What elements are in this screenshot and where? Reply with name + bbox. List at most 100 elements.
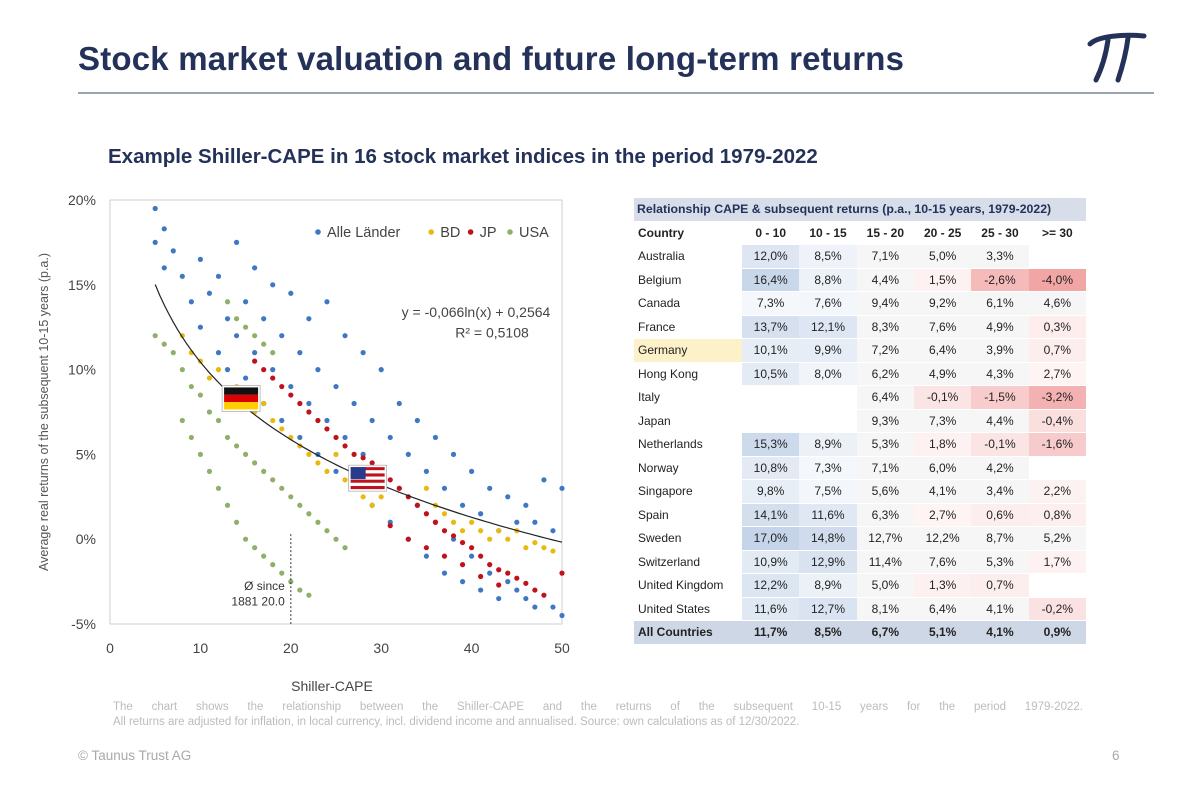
y-tick-label: 5% — [76, 446, 96, 462]
data-point — [224, 502, 231, 508]
table-cell: 7,1% — [856, 456, 914, 480]
table-cell: 6,3% — [856, 503, 914, 527]
table-cell: 6,4% — [913, 597, 972, 621]
data-point — [233, 316, 240, 322]
table-row: France 13,7% 12,1% 8,3% 7,6% 4,9% 0,3% — [634, 315, 1086, 339]
table-header-cell: >= 30 — [1028, 221, 1086, 245]
data-point — [478, 528, 484, 534]
legend-label-0: Alle Länder — [327, 225, 401, 241]
data-point — [288, 290, 294, 296]
data-point — [423, 511, 429, 517]
table-cell: 12,9% — [799, 550, 857, 574]
table-cell: 9,4% — [856, 291, 914, 316]
table-cell: 17,0% — [742, 526, 800, 551]
data-point — [233, 519, 240, 525]
table-cell: 0,7% — [971, 573, 1029, 598]
table-cell — [799, 385, 857, 410]
data-point — [279, 485, 285, 491]
data-point — [333, 536, 339, 542]
data-point — [423, 553, 429, 559]
table-cell: 0,3% — [1028, 315, 1086, 339]
table-cell: 1,3% — [913, 573, 972, 598]
table-cell: 11,7% — [742, 620, 800, 645]
data-point — [423, 485, 429, 491]
table-cell: -3,2% — [1028, 385, 1086, 410]
table-cell: 3,4% — [971, 479, 1029, 504]
data-point — [279, 333, 285, 339]
data-point — [261, 553, 267, 559]
data-point — [243, 451, 249, 457]
data-point — [523, 580, 529, 586]
legend-label-2: JP — [480, 225, 497, 241]
table-cell: -0,2% — [1028, 597, 1086, 621]
country-cell: Switzerland — [634, 550, 742, 574]
data-point — [206, 468, 213, 474]
table-cell: 11,6% — [742, 597, 800, 621]
data-point — [505, 570, 511, 576]
footnote-line-2: All returns are adjusted for inflation, … — [113, 716, 800, 728]
series-3 — [152, 299, 348, 598]
data-point — [215, 273, 222, 279]
data-point — [387, 477, 393, 483]
data-point — [478, 573, 484, 580]
table-cell: 5,3% — [856, 432, 914, 457]
table-row: Singapore 9,8% 7,5% 5,6% 4,1% 3,4% 2,2% — [634, 479, 1086, 504]
data-point — [487, 536, 493, 542]
data-point — [487, 570, 493, 576]
table-header-row: Country 0 - 10 10 - 15 15 - 20 20 - 25 25 - 3… — [634, 221, 1086, 245]
data-point — [324, 426, 330, 432]
table-cell: 1,5% — [913, 268, 972, 292]
table-header-cell: 0 - 10 — [742, 221, 800, 245]
table-cell: 8,5% — [799, 244, 857, 269]
data-point — [197, 256, 203, 262]
table-row: Netherlands 15,3% 8,9% 5,3% 1,8% -0,1% -1,6% — [634, 432, 1086, 457]
cape-returns-table: Relationship CAPE & subsequent returns (… — [634, 198, 1086, 645]
table-header-cell: 25 - 30 — [971, 221, 1029, 245]
table-cell: 0,8% — [1028, 503, 1086, 527]
data-point — [360, 455, 366, 461]
table-cell: 4,1% — [971, 597, 1029, 621]
table-cell: 4,3% — [971, 362, 1029, 386]
flag-stripe — [350, 476, 385, 480]
page-number: 6 — [1112, 748, 1120, 763]
table-row: Italy 6,4% -0,1% -1,5% -3,2% — [634, 385, 1086, 410]
table-cell: 1,8% — [913, 432, 972, 457]
average-annotation-line1: Ø since — [244, 579, 285, 593]
data-point — [333, 468, 339, 474]
data-point — [224, 434, 231, 441]
data-point — [505, 536, 511, 542]
legend-marker-3 — [507, 229, 513, 235]
data-point — [423, 468, 429, 474]
table-cell: 9,2% — [913, 291, 972, 316]
data-point — [478, 587, 484, 593]
country-cell: France — [634, 315, 742, 339]
table-cell — [1028, 244, 1086, 269]
table-cell — [742, 409, 800, 433]
data-point — [351, 400, 357, 407]
table-cell: 8,8% — [799, 268, 857, 292]
data-point — [161, 265, 167, 271]
data-point — [469, 519, 475, 525]
table-cell: 11,4% — [856, 550, 914, 574]
flag-canton — [350, 467, 366, 480]
data-point — [215, 367, 222, 373]
data-point — [288, 494, 294, 500]
data-point — [261, 367, 267, 373]
data-point — [550, 604, 556, 610]
table-row: Switzerland 10,9% 12,9% 11,4% 7,6% 5,3% 1,7% — [634, 550, 1086, 574]
data-point — [441, 570, 448, 576]
data-point — [315, 519, 321, 525]
data-point — [197, 324, 203, 330]
data-point — [369, 460, 375, 466]
data-point — [541, 477, 547, 483]
data-point — [306, 451, 312, 457]
data-point — [360, 494, 366, 500]
data-point — [270, 417, 276, 424]
data-point — [306, 592, 312, 598]
data-point — [450, 451, 457, 457]
data-point — [270, 350, 276, 356]
legend-label-1: BD — [440, 225, 460, 241]
x-axis-label: Shiller-CAPE — [291, 678, 373, 694]
table-cell — [742, 385, 800, 410]
data-point — [459, 539, 466, 546]
